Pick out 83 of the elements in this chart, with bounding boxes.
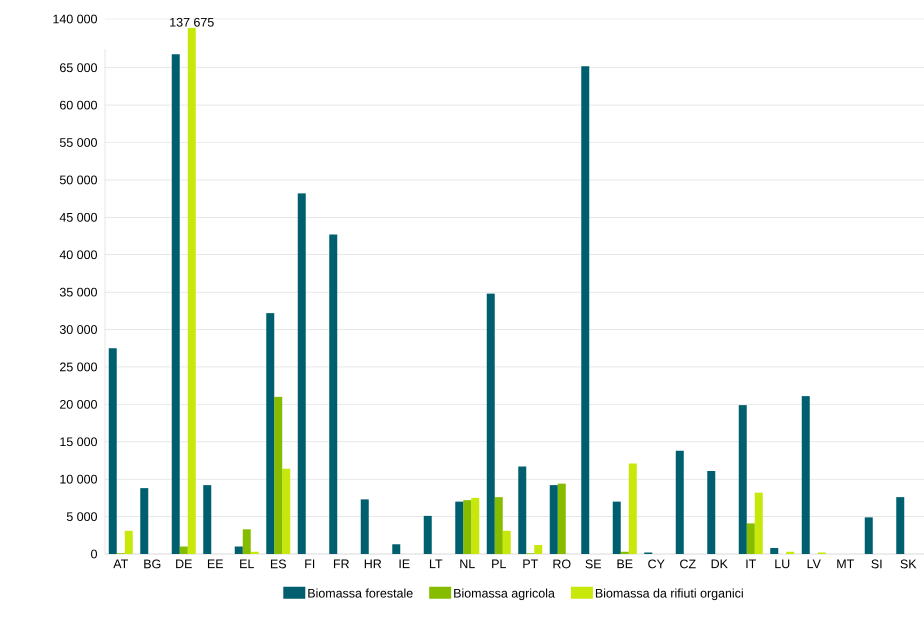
x-tick-label: DK <box>712 560 728 568</box>
y-tick-label: 35 000 <box>60 288 97 297</box>
bar <box>298 193 306 554</box>
x-tick-label: IT <box>746 560 756 568</box>
x-tick-label: NL <box>460 560 475 568</box>
x-tick-label: IE <box>400 560 410 568</box>
y-tick-label: 30 000 <box>60 325 97 334</box>
bar <box>471 498 480 554</box>
y-tick-label: 25 000 <box>60 362 97 372</box>
x-tick-label: LV <box>808 560 821 568</box>
bar <box>581 66 590 554</box>
y-tick-label: 60 000 <box>60 100 97 110</box>
x-tick-label: MT <box>837 560 854 568</box>
x-tick-label: SE <box>586 560 602 568</box>
x-tick-label: CY <box>648 560 665 568</box>
y-tick-label: 10 000 <box>60 474 97 484</box>
bar <box>746 523 755 554</box>
bar <box>274 396 282 554</box>
y-tick-label: 65 000 <box>60 63 97 72</box>
legend-label: Biomassa da rifiuti organici <box>596 588 743 600</box>
bar <box>463 500 472 554</box>
bar <box>455 502 464 554</box>
bar <box>424 516 432 554</box>
x-tick-label: RO <box>553 560 570 568</box>
data-label: 137 675 <box>170 18 214 27</box>
x-tick-label: BE <box>617 560 633 568</box>
x-tick-label: LT <box>430 560 442 568</box>
x-tick-label: SI <box>871 560 882 568</box>
legend-label: Biomassa agricola <box>454 588 555 600</box>
x-tick-label: PT <box>523 560 538 568</box>
bar <box>518 466 526 554</box>
bar <box>360 499 369 554</box>
bar <box>486 294 495 554</box>
bar <box>802 396 810 554</box>
x-tick-label: FI <box>305 560 314 568</box>
bar <box>108 348 117 554</box>
x-tick-label: FR <box>334 560 349 568</box>
x-tick-label: LU <box>775 560 790 568</box>
bar <box>770 548 778 554</box>
bar <box>234 546 243 554</box>
bar <box>534 545 542 554</box>
y-tick-label: 140 000 <box>53 14 97 24</box>
bar <box>628 463 637 554</box>
bar <box>203 485 212 554</box>
y-tick-label: 50 000 <box>60 176 97 184</box>
y-tick-label: 15 000 <box>60 437 97 446</box>
bar <box>707 470 716 554</box>
x-tick-label: AT <box>113 560 128 568</box>
bar <box>392 544 400 554</box>
y-tick-label: 0 <box>91 550 97 558</box>
bar <box>558 484 566 554</box>
bar <box>172 54 180 554</box>
bar <box>738 405 747 554</box>
bar <box>124 530 133 554</box>
y-tick-label: 20 000 <box>60 400 97 409</box>
bar <box>754 492 763 554</box>
bar <box>266 313 274 554</box>
x-tick-label: BG <box>144 560 160 568</box>
y-tick-label: 5 000 <box>66 512 97 522</box>
bar <box>502 530 511 554</box>
bar <box>550 485 558 554</box>
bar <box>612 502 621 554</box>
legend-label: Biomassa forestale <box>308 588 413 598</box>
x-tick-label: HR <box>364 560 382 568</box>
x-tick-label: SK <box>900 560 916 568</box>
y-tick-label: 45 000 <box>60 212 97 222</box>
bar <box>896 497 904 554</box>
x-tick-label: ES <box>270 560 286 568</box>
y-tick-label: 55 000 <box>60 138 97 147</box>
bar <box>329 234 338 554</box>
x-tick-label: CZ <box>680 560 696 568</box>
bar <box>864 517 873 554</box>
bar <box>242 529 251 554</box>
bar <box>676 450 684 554</box>
x-tick-label: EL <box>240 560 254 568</box>
bar <box>140 488 148 554</box>
x-tick-label: EE <box>208 560 224 568</box>
bar <box>494 497 503 554</box>
x-tick-label: PL <box>492 560 506 568</box>
y-tick-label: 40 000 <box>60 250 97 260</box>
x-tick-label: DE <box>176 560 192 568</box>
bar <box>180 546 188 554</box>
bar <box>282 468 290 554</box>
